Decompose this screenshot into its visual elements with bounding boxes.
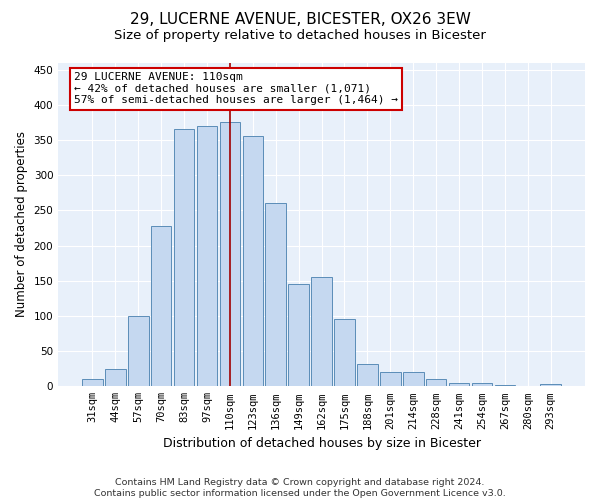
Bar bbox=[494, 385, 515, 386]
Bar bbox=[449, 384, 469, 386]
Bar bbox=[541, 384, 561, 386]
Bar bbox=[197, 126, 217, 386]
Bar bbox=[472, 383, 493, 386]
Bar bbox=[151, 226, 172, 386]
Bar bbox=[242, 136, 263, 386]
Bar bbox=[289, 284, 309, 386]
Bar bbox=[403, 372, 424, 386]
Bar bbox=[128, 316, 149, 386]
Text: 29 LUCERNE AVENUE: 110sqm
← 42% of detached houses are smaller (1,071)
57% of se: 29 LUCERNE AVENUE: 110sqm ← 42% of detac… bbox=[74, 72, 398, 106]
Text: Contains HM Land Registry data © Crown copyright and database right 2024.
Contai: Contains HM Land Registry data © Crown c… bbox=[94, 478, 506, 498]
X-axis label: Distribution of detached houses by size in Bicester: Distribution of detached houses by size … bbox=[163, 437, 481, 450]
Bar bbox=[174, 130, 194, 386]
Bar bbox=[220, 122, 240, 386]
Bar bbox=[426, 380, 446, 386]
Bar bbox=[380, 372, 401, 386]
Bar bbox=[311, 277, 332, 386]
Y-axis label: Number of detached properties: Number of detached properties bbox=[15, 132, 28, 318]
Bar bbox=[357, 364, 378, 386]
Bar bbox=[82, 380, 103, 386]
Bar bbox=[105, 368, 125, 386]
Bar bbox=[265, 204, 286, 386]
Text: 29, LUCERNE AVENUE, BICESTER, OX26 3EW: 29, LUCERNE AVENUE, BICESTER, OX26 3EW bbox=[130, 12, 470, 28]
Text: Size of property relative to detached houses in Bicester: Size of property relative to detached ho… bbox=[114, 29, 486, 42]
Bar bbox=[334, 320, 355, 386]
